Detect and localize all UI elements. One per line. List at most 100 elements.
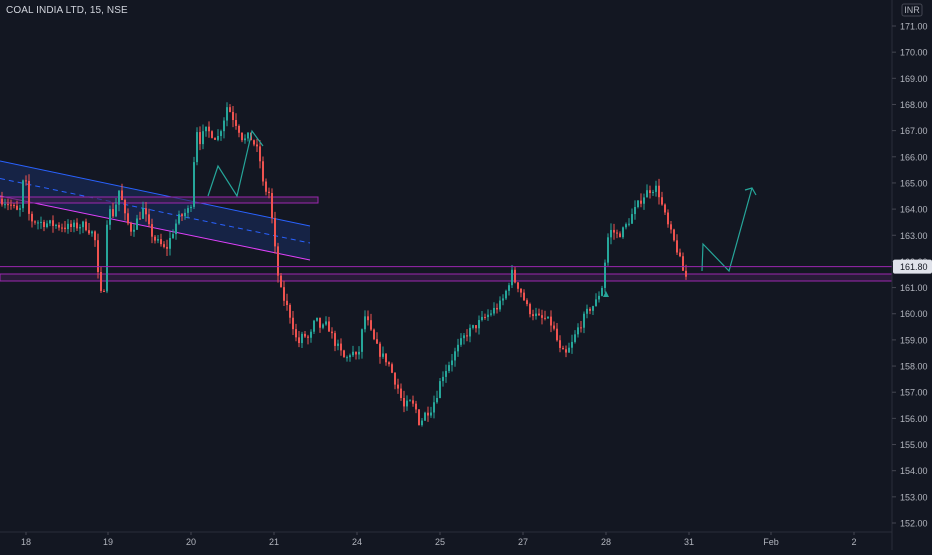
candle-body: [100, 272, 102, 292]
candle-body: [604, 262, 606, 288]
candle-body: [487, 314, 489, 318]
candle-body: [34, 221, 36, 223]
candle-body: [577, 327, 579, 335]
candle-body: [463, 335, 465, 339]
price-axis[interactable]: INR 152.00 153.00 154.00 155.00 156.00 157.00 1…: [891, 0, 932, 550]
candle-body: [325, 321, 327, 325]
candle-body: [496, 307, 498, 310]
candle-body: [595, 299, 597, 307]
candle-body: [424, 412, 426, 421]
candle-body: [352, 351, 354, 356]
candle-body: [619, 233, 621, 238]
candle-body: [142, 208, 144, 219]
candle-body: [88, 230, 90, 234]
candle-body: [265, 181, 267, 192]
candle-body: [571, 341, 573, 348]
candle-body: [493, 307, 495, 314]
candle-body: [682, 256, 684, 271]
candle-body: [187, 208, 189, 213]
y-tick-label: 167.00: [900, 126, 928, 136]
current-price-label: 161.80: [900, 262, 928, 272]
candle-body: [409, 400, 411, 402]
candle-body: [97, 240, 99, 273]
candle-body: [211, 131, 213, 138]
x-tick-label: 18: [21, 537, 31, 547]
candle-body: [634, 207, 636, 215]
y-tick-label: 161.00: [900, 283, 928, 293]
candle-body: [439, 381, 441, 398]
candle-body: [484, 316, 486, 318]
candle-body: [661, 197, 663, 205]
time-axis[interactable]: 18 19 20 21 24 25 27 28 31 Feb 2: [0, 531, 892, 547]
y-tick-label: 171.00: [900, 22, 928, 32]
candle-body: [574, 334, 576, 342]
candle-body: [340, 343, 342, 351]
candle-body: [610, 229, 612, 238]
candle-body: [367, 316, 369, 321]
candle-body: [394, 372, 396, 385]
candle-body: [1, 198, 3, 205]
candle-body: [319, 317, 321, 328]
candle-body: [502, 298, 504, 301]
x-tick-label: 20: [186, 537, 196, 547]
candle-body: [529, 304, 531, 315]
y-tick-label: 163.00: [900, 231, 928, 241]
candle-body: [163, 244, 165, 247]
candle-body: [289, 305, 291, 318]
candle-body: [268, 191, 270, 194]
candle-body: [559, 340, 561, 348]
candle-body: [652, 191, 654, 194]
candle-body: [454, 351, 456, 361]
candle-body: [433, 402, 435, 413]
candle-body: [685, 270, 687, 277]
candle-body: [346, 357, 348, 359]
candle-body: [322, 324, 324, 328]
candle-body: [307, 336, 309, 338]
candle-body: [55, 224, 57, 226]
candle-body: [25, 180, 27, 182]
candle-body: [490, 313, 492, 315]
candle-body: [121, 190, 123, 201]
candle-body: [676, 240, 678, 253]
candle-body: [70, 223, 72, 228]
candle-body: [256, 144, 258, 147]
candle-body: [457, 344, 459, 352]
candle-body: [64, 227, 66, 230]
candle-body: [649, 190, 651, 194]
candles-layer: [1, 102, 687, 427]
candle-body: [301, 333, 303, 344]
candle-body: [565, 349, 567, 353]
x-tick-label: 19: [103, 537, 113, 547]
candle-body: [148, 214, 150, 225]
candle-body: [85, 221, 87, 231]
currency-box: [901, 3, 923, 17]
projection-path-right: [701, 187, 753, 273]
y-tick-label: 157.00: [900, 388, 928, 398]
candle-body: [511, 269, 513, 286]
candle-body: [82, 221, 84, 228]
candle-body: [79, 227, 81, 229]
candle-body: [274, 218, 276, 247]
candle-body: [94, 231, 96, 241]
candle-body: [127, 213, 129, 224]
marker-triangle: [603, 291, 609, 297]
candle-body: [541, 315, 543, 318]
candle-body: [43, 221, 45, 228]
candle-body: [136, 218, 138, 230]
candle-body: [40, 221, 42, 223]
candle-body: [355, 351, 357, 355]
candle-body: [415, 403, 417, 410]
candle-body: [259, 146, 261, 162]
candle-body: [469, 327, 471, 337]
candle-body: [229, 107, 231, 112]
candle-body: [334, 333, 336, 346]
candle-body: [133, 229, 135, 232]
candle-body: [349, 355, 351, 358]
candle-body: [631, 214, 633, 224]
candle-body: [49, 220, 51, 224]
drawings-front: [0, 129, 892, 297]
candle-body: [550, 316, 552, 326]
candle-body: [613, 229, 615, 233]
candle-body: [232, 111, 234, 121]
